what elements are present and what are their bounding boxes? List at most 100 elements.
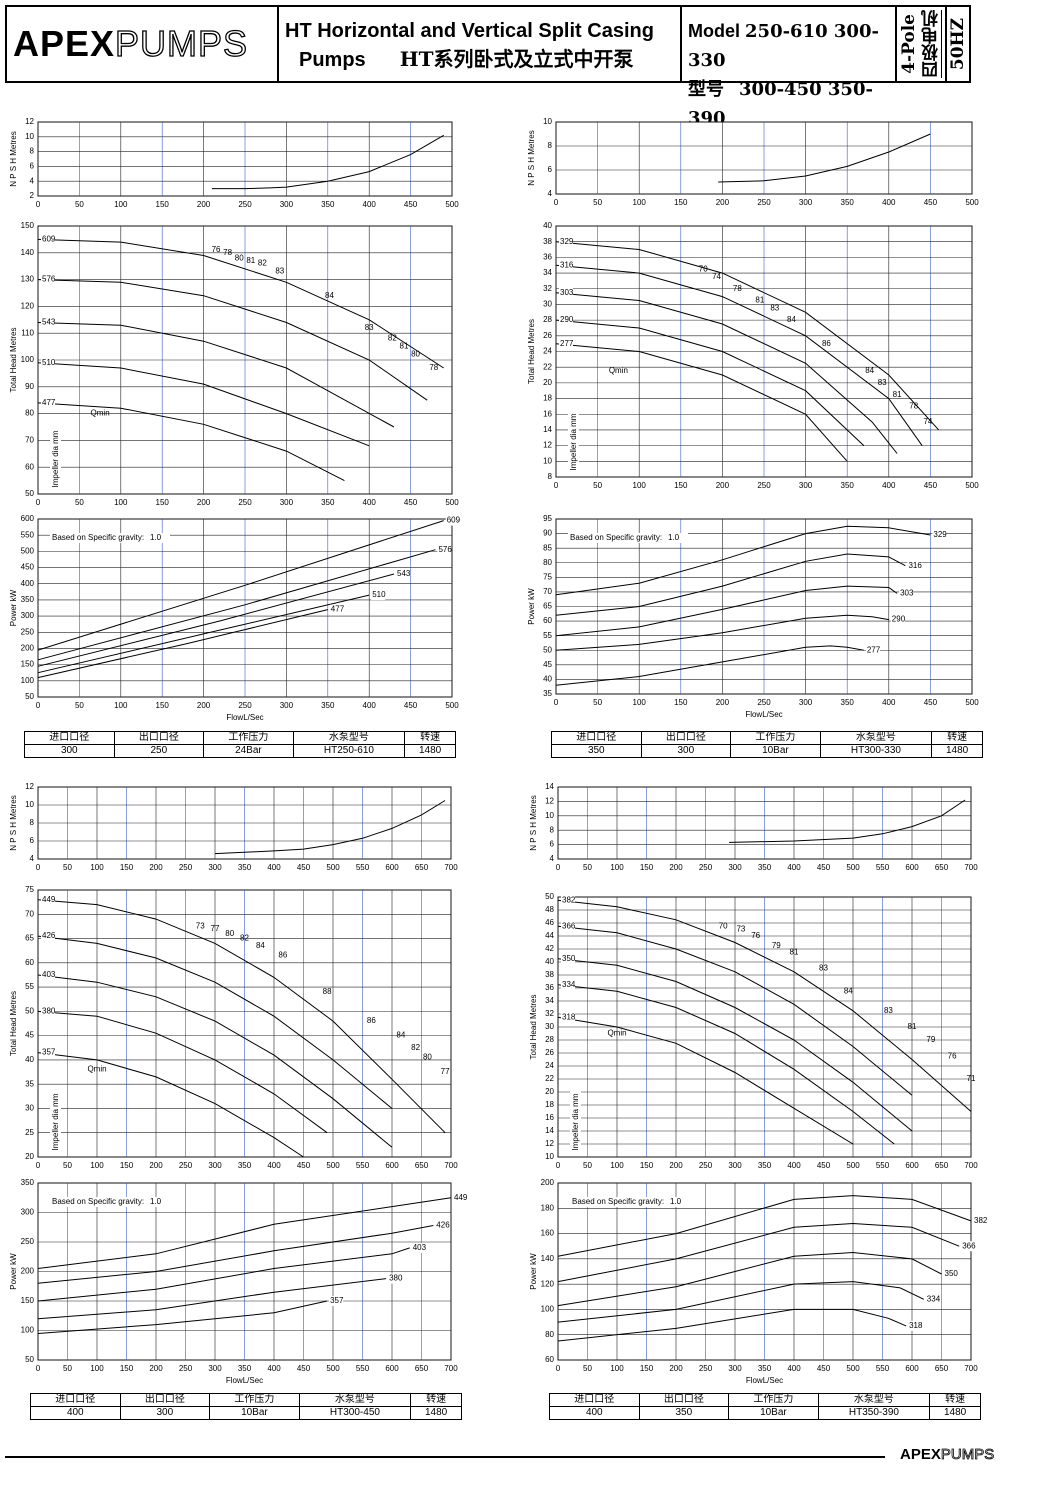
- curve: [557, 1251, 942, 1307]
- table-header: 转速: [931, 731, 983, 745]
- x-tick-label: 250: [179, 863, 193, 872]
- x-tick-label: 300: [799, 698, 813, 707]
- efficiency-label: 84: [256, 941, 265, 950]
- efficiency-label: 84: [865, 366, 874, 375]
- diameter-label: 543: [42, 318, 56, 327]
- y-tick-label: 34: [545, 996, 554, 1005]
- table-header: 水泵型号: [817, 1393, 931, 1407]
- efficiency-label: 81: [908, 1022, 917, 1031]
- efficiency-label: 81: [755, 296, 764, 305]
- diameter-label: 357: [42, 1048, 56, 1057]
- table-header: 转速: [404, 731, 456, 745]
- y-tick-label: 80: [543, 558, 552, 567]
- x-tick-label: 350: [238, 1161, 252, 1170]
- models: 250-610 300-330: [688, 21, 879, 71]
- table-header: 出口口径: [640, 731, 732, 745]
- curve: [37, 573, 395, 667]
- diameter-label: 477: [42, 398, 56, 407]
- x-tick-label: 0: [36, 701, 41, 710]
- y-axis-label: Power kW: [527, 588, 536, 625]
- x-tick-label: 150: [640, 863, 654, 872]
- y-tick-label: 55: [25, 982, 34, 991]
- efficiency-label: 83: [878, 378, 887, 387]
- efficiency-label: 77: [441, 1067, 450, 1076]
- efficiency-label: 81: [400, 342, 409, 351]
- qmin-label: Qmin: [91, 409, 110, 418]
- x-tick-label: 150: [674, 698, 688, 707]
- y-tick-label: 38: [545, 970, 554, 979]
- x-tick-label: 450: [817, 1364, 831, 1373]
- y-tick-label: 80: [545, 1330, 554, 1339]
- curve: [729, 799, 966, 843]
- x-tick-label: 100: [114, 498, 128, 507]
- diameter-label: 366: [962, 1241, 976, 1250]
- table-header: 工作压力: [203, 731, 294, 745]
- x-tick-label: 650: [415, 1161, 429, 1170]
- efficiency-label: 83: [365, 323, 374, 332]
- x-tick-label: 50: [593, 198, 602, 207]
- x-tick-label: 450: [924, 481, 938, 490]
- y-tick-label: 180: [541, 1203, 555, 1212]
- x-tick-label: 350: [758, 1161, 772, 1170]
- y-tick-label: 40: [543, 675, 552, 684]
- curve: [557, 958, 913, 1132]
- x-tick-label: 600: [905, 1364, 919, 1373]
- x-axis-label: FlowL/Sec: [745, 710, 782, 719]
- x-tick-label: 150: [674, 198, 688, 207]
- label-bg: [50, 1197, 170, 1207]
- y-tick-label: 12: [25, 782, 34, 791]
- y-tick-label: 75: [25, 885, 34, 894]
- table-cell: 24Bar: [203, 744, 294, 758]
- table-header: 进口口径: [30, 1393, 121, 1407]
- table-row: 进口口径 出口口径 工作压力 水泵型号 转速: [30, 1393, 462, 1407]
- table-cell: 10Bar: [209, 1406, 300, 1420]
- label-bg: [329, 1296, 344, 1306]
- efficiency-label: 83: [819, 964, 828, 973]
- y-tick-label: 50: [545, 892, 554, 901]
- charts: 0 50 100 150 200 250 300 350 400 450 50024681012N …: [9, 117, 988, 1385]
- y-tick-label: 200: [541, 1178, 555, 1187]
- x-tick-label: 700: [964, 1161, 978, 1170]
- table-cell: HT350-390: [817, 1406, 931, 1420]
- x-tick-label: 150: [674, 481, 688, 490]
- diameter-label: 290: [560, 315, 574, 324]
- y-tick-label: 12: [545, 1139, 554, 1148]
- curve: [37, 279, 428, 401]
- y-tick-label: 350: [21, 1178, 35, 1187]
- y-tick-label: 95: [543, 514, 552, 523]
- x-tick-label: 500: [326, 863, 340, 872]
- efficiency-label: 80: [225, 929, 234, 938]
- spec-table: 进口口径 出口口径 工作压力 水泵型号 转速 350 300 10Bar HT300-330 14…: [551, 731, 983, 758]
- x-tick-label: 350: [238, 863, 252, 872]
- y-tick-label: 14: [543, 425, 552, 434]
- y-tick-label: 30: [545, 1022, 554, 1031]
- diameter-label: 329: [933, 530, 947, 539]
- label-bg: [388, 1273, 403, 1284]
- table-cell: HT300-450: [298, 1406, 412, 1420]
- x-tick-label: 200: [197, 701, 211, 710]
- y-axis-label: Total Head Metres: [529, 995, 538, 1060]
- y-tick-label: 85: [543, 543, 552, 552]
- y-axis-label: Power kW: [9, 1253, 18, 1290]
- y-tick-label: 150: [21, 221, 35, 230]
- table-header: 工作压力: [728, 1393, 819, 1407]
- x-tick-label: 450: [297, 1364, 311, 1373]
- efficiency-label: 73: [736, 925, 745, 934]
- curve: [37, 974, 393, 1148]
- diameter-label: 382: [974, 1216, 988, 1225]
- diameter-label: 350: [945, 1269, 959, 1278]
- y-tick-label: 30: [25, 1104, 34, 1113]
- y-tick-label: 70: [25, 909, 34, 918]
- x-tick-label: 250: [699, 1161, 713, 1170]
- y-tick-label: 4: [548, 189, 553, 198]
- x-tick-label: 350: [758, 863, 772, 872]
- curve: [555, 553, 906, 616]
- x-tick-label: 150: [120, 863, 134, 872]
- y-tick-label: 10: [545, 811, 554, 820]
- diameter-label: 449: [454, 1193, 468, 1202]
- logo-bold: APEX: [900, 1446, 941, 1463]
- y-tick-label: 20: [543, 378, 552, 387]
- x-tick-label: 250: [238, 498, 252, 507]
- table-cell: 1480: [404, 744, 456, 758]
- x-tick-label: 450: [297, 863, 311, 872]
